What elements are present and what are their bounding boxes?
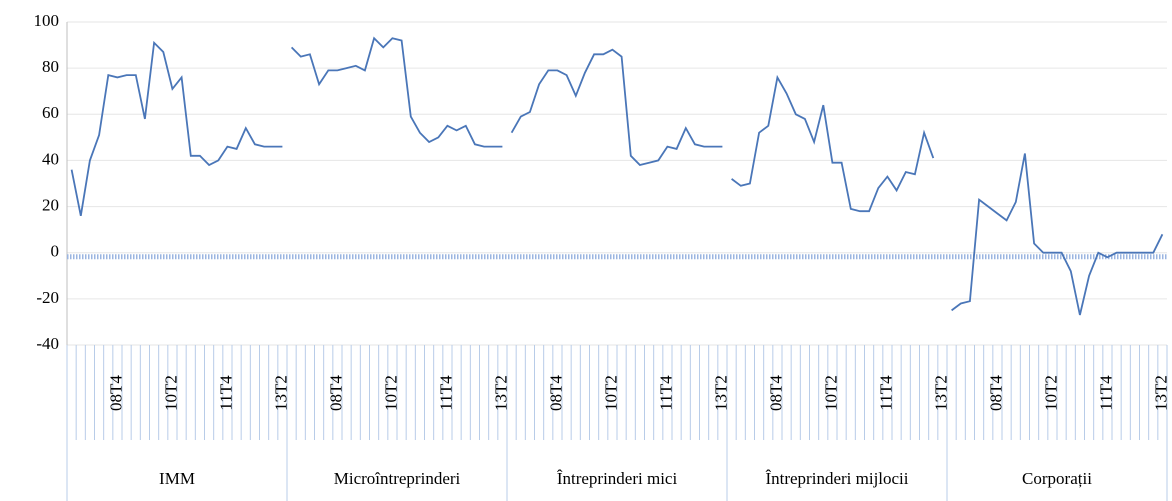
line-series [951,153,1164,316]
y-tick-label: 80 [42,57,59,76]
group-label: Microîntreprinderi [334,469,461,488]
x-tick-label: 10T2 [381,375,400,411]
x-tick-label: 11T4 [876,375,895,411]
x-tick-label: 10T2 [161,375,180,411]
x-tick-label: 13T2 [931,375,950,411]
x-tick-label: 13T2 [491,375,510,411]
group-label: Corporații [1022,469,1092,488]
x-tick-label: 10T2 [821,375,840,411]
x-tick-label: 13T2 [1151,375,1170,411]
x-tick-label: 11T4 [656,375,675,411]
line-series [510,48,723,166]
y-tick-label: 20 [42,195,59,214]
x-tick-label: 08T4 [546,375,565,411]
x-tick-label: 11T4 [216,375,235,411]
y-tick-label: 100 [34,11,60,30]
y-tick-label: -20 [36,288,59,307]
x-tick-label: 10T2 [601,375,620,411]
y-tick-label: -40 [36,334,59,353]
group-label: Întreprinderi mijlocii [765,469,908,488]
x-tick-label: 11T4 [436,375,455,411]
x-tick-label: 08T4 [766,375,785,411]
line-series [290,36,503,148]
line-series [70,40,283,216]
x-tick-label: 13T2 [271,375,290,411]
line-series [731,74,935,213]
x-tick-label: 08T4 [106,375,125,411]
x-tick-label: 11T4 [1096,375,1115,411]
group-label: IMM [159,469,195,488]
y-tick-label: 60 [42,103,59,122]
group-label: Întreprinderi mici [557,469,678,488]
x-tick-label: 10T2 [1041,375,1060,411]
x-tick-label: 08T4 [326,375,345,411]
y-tick-label: 40 [42,149,59,168]
y-tick-label: 0 [51,242,60,261]
x-tick-label: 13T2 [711,375,730,411]
x-tick-label: 08T4 [986,375,1005,411]
